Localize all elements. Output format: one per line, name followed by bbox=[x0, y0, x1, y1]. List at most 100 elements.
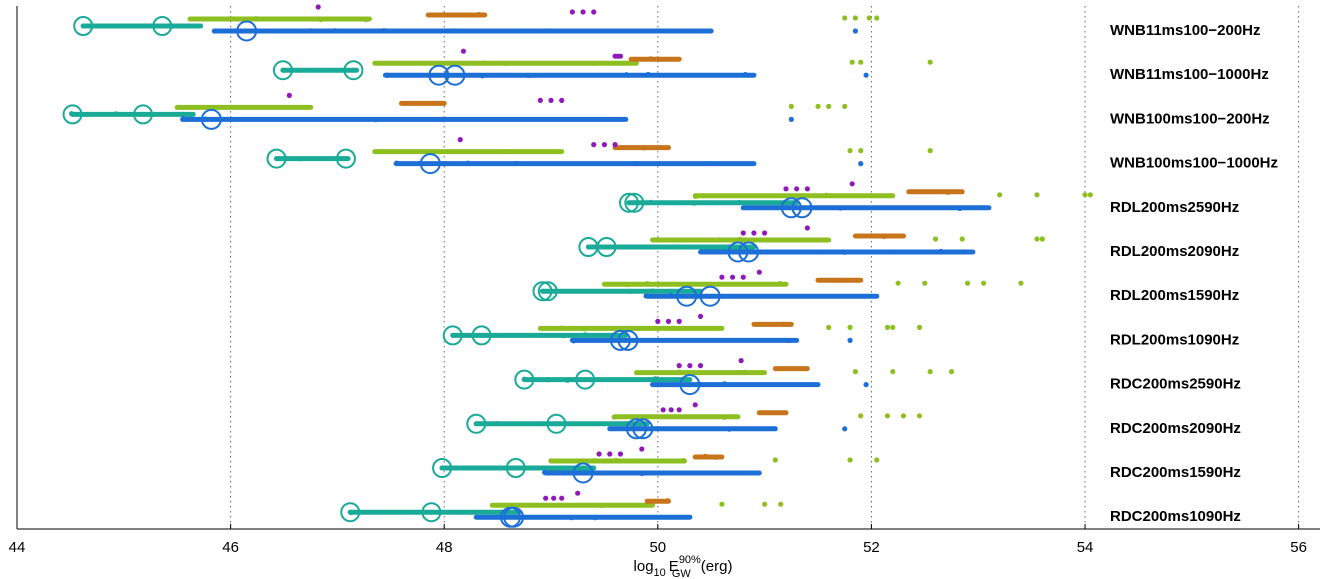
green-series-point bbox=[297, 16, 303, 22]
blue-series-point bbox=[668, 293, 674, 299]
purple-point bbox=[596, 451, 602, 457]
waveform-label: RDL200ms1590Hz bbox=[1110, 287, 1239, 304]
green-outlier-point bbox=[826, 324, 832, 330]
blue-series-point bbox=[523, 28, 529, 34]
blue-series-point bbox=[542, 469, 548, 475]
green-outlier-point bbox=[1018, 280, 1024, 286]
purple-point bbox=[665, 318, 672, 324]
green-outlier-point bbox=[884, 324, 891, 330]
green-series-point bbox=[363, 17, 369, 23]
teal-marker-circle bbox=[133, 104, 154, 125]
teal-marker-dot bbox=[159, 23, 165, 29]
blue-outlier-point bbox=[858, 161, 864, 167]
blue-marker-circle bbox=[200, 108, 222, 130]
blue-series-point bbox=[742, 71, 749, 78]
waveform-label: WNB100ms100−200Hz bbox=[1110, 110, 1270, 127]
blue-series-point bbox=[633, 160, 639, 167]
blue-marker-circle bbox=[727, 241, 749, 263]
green-outlier-point bbox=[778, 501, 784, 507]
x-tick-label: 52 bbox=[863, 539, 880, 556]
green-outlier-point bbox=[895, 280, 901, 286]
green-outlier-point bbox=[996, 192, 1003, 198]
green-outlier-point bbox=[815, 103, 821, 109]
blue-marker-circle bbox=[572, 462, 594, 484]
teal-series-point bbox=[545, 377, 551, 383]
green-outlier-point bbox=[1034, 192, 1040, 198]
teal-marker-circle bbox=[514, 369, 535, 390]
blue-series-point bbox=[373, 117, 379, 123]
purple-point bbox=[740, 230, 746, 236]
green-outlier-point bbox=[927, 148, 933, 154]
green-outlier-point bbox=[719, 501, 725, 507]
teal-marker-circle bbox=[266, 148, 287, 169]
green-series-point bbox=[318, 17, 324, 23]
orange-series-point bbox=[713, 454, 719, 460]
orange-series-point bbox=[693, 454, 700, 460]
waveform-rows bbox=[62, 4, 1093, 528]
green-outlier-point bbox=[964, 280, 971, 286]
x-axis-label-sub: 10 bbox=[654, 567, 666, 579]
waveform-label: RDC200ms1590Hz bbox=[1110, 464, 1241, 481]
x-axis-label-sup: 90% bbox=[679, 554, 701, 566]
x-tick-label: 48 bbox=[436, 539, 453, 556]
blue-marker-circle bbox=[632, 418, 654, 440]
blue-series-point bbox=[514, 160, 520, 166]
purple-point bbox=[537, 97, 543, 103]
purple-point bbox=[676, 407, 682, 413]
waveform-label: RDL200ms1090Hz bbox=[1110, 331, 1239, 348]
green-outlier-point bbox=[890, 369, 896, 375]
waveform-label: RDL200ms2590Hz bbox=[1110, 199, 1239, 216]
purple-point bbox=[783, 186, 789, 192]
green-outlier-point bbox=[932, 236, 939, 242]
purple-point bbox=[607, 451, 613, 457]
green-series-point bbox=[777, 280, 783, 287]
green-outlier-point bbox=[852, 369, 859, 375]
purple-point bbox=[655, 318, 661, 324]
blue-series-point bbox=[384, 72, 390, 78]
teal-marker-circle bbox=[546, 413, 567, 434]
blue-outlier-point bbox=[788, 116, 794, 122]
x-tick-label: 50 bbox=[649, 539, 666, 556]
purple-point bbox=[687, 363, 693, 369]
blue-marker-circle bbox=[609, 329, 631, 351]
orange-series-point bbox=[881, 233, 887, 240]
row-labels: WNB11ms100−200Hz WNB11ms100−1000Hz WNB100m… bbox=[1110, 22, 1278, 525]
teal-series-point bbox=[627, 288, 633, 294]
green-outlier-point bbox=[874, 15, 880, 21]
blue-marker-circle bbox=[679, 374, 701, 396]
blue-marker-circle bbox=[699, 285, 721, 307]
orange-series-point bbox=[945, 189, 952, 195]
orange-series-point bbox=[702, 453, 708, 459]
teal-series-point bbox=[650, 288, 656, 294]
waveform-row bbox=[73, 4, 880, 42]
green-outlier-point bbox=[916, 413, 923, 419]
blue-series-point bbox=[442, 161, 449, 167]
waveform-label: RDC200ms2090Hz bbox=[1110, 420, 1241, 437]
teal-marker-circle bbox=[466, 413, 487, 434]
green-series-point bbox=[598, 502, 604, 509]
purple-point bbox=[639, 446, 645, 452]
x-tick-label: 54 bbox=[1077, 539, 1094, 556]
green-outlier-point bbox=[852, 15, 859, 21]
green-outlier-point bbox=[772, 457, 778, 463]
waveform-label: WNB11ms100−200Hz bbox=[1110, 22, 1261, 39]
blue-series-point bbox=[181, 116, 187, 122]
purple-point bbox=[569, 9, 575, 15]
purple-point bbox=[849, 181, 855, 187]
teal-series-point bbox=[736, 199, 742, 206]
blue-outlier-point bbox=[847, 337, 853, 343]
teal-marker-dot bbox=[70, 111, 76, 117]
x-axis-label-sub2: GW bbox=[672, 568, 692, 579]
teal-marker-dot bbox=[280, 67, 286, 73]
green-outlier-point bbox=[762, 501, 768, 507]
purple-point bbox=[756, 269, 762, 275]
purple-point bbox=[762, 230, 768, 236]
teal-marker-dot bbox=[140, 111, 146, 117]
green-outlier-point bbox=[858, 148, 864, 154]
waveform-label: WNB11ms100−1000Hz bbox=[1110, 66, 1269, 83]
purple-point bbox=[591, 9, 597, 15]
teal-series-point bbox=[564, 377, 571, 383]
blue-series-point bbox=[332, 28, 339, 34]
teal-marker-dot bbox=[585, 244, 591, 250]
waveform-label: WNB100ms100−1000Hz bbox=[1110, 155, 1278, 172]
